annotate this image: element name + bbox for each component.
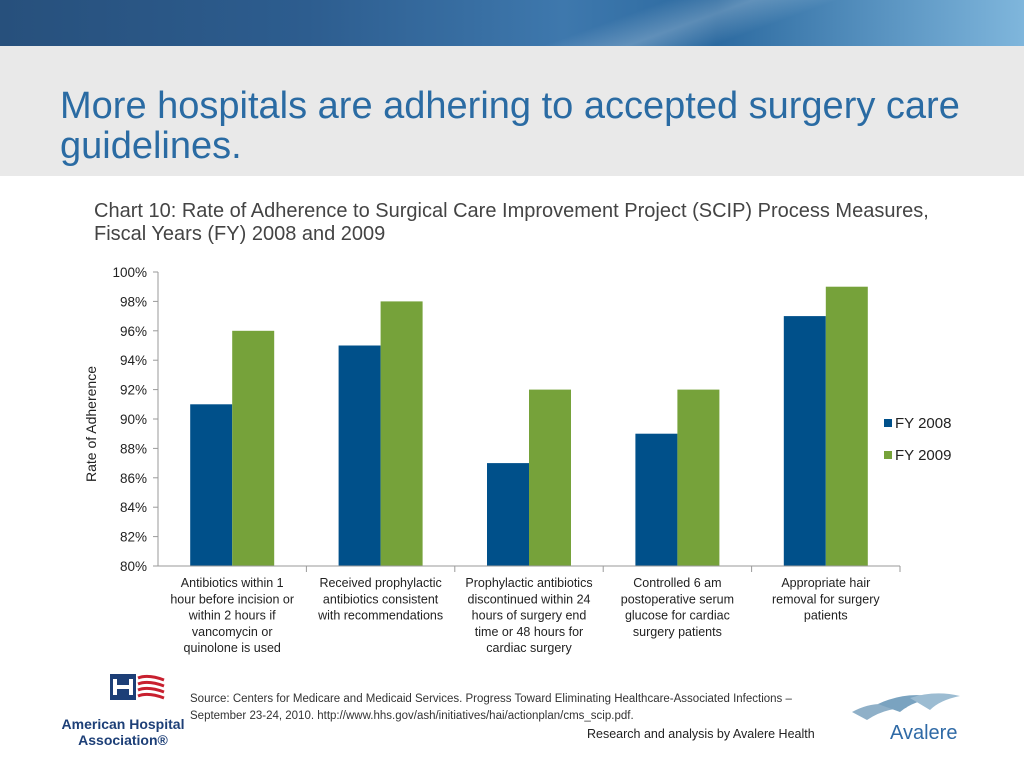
y-tick-label: 84%: [120, 500, 147, 515]
legend-label-fy2008: FY 2008: [895, 415, 952, 432]
legend-item-fy2009: FY 2009: [884, 447, 951, 464]
header-streak: [540, 0, 840, 46]
y-tick-label: 92%: [120, 383, 147, 398]
bar-fy2008-5: [783, 316, 826, 566]
legend-label-fy2009: FY 2009: [895, 447, 952, 464]
y-tick-label: 100%: [112, 265, 147, 280]
bar-fy2008-4: [635, 433, 678, 566]
bar-fy2009-1: [232, 330, 275, 566]
bars: [190, 286, 868, 566]
bar-fy2009-4: [677, 389, 720, 566]
legend-swatch-fy2008: [884, 419, 892, 427]
x-tick-label: Received prophylactic antibiotics consist…: [317, 576, 443, 623]
avalere-logo-text: Avalere: [890, 722, 958, 744]
bar-fy2009-5: [825, 286, 868, 566]
bar-fy2008-3: [487, 463, 529, 566]
y-tick-label: 80%: [120, 559, 147, 574]
y-tick-label: 88%: [120, 441, 147, 456]
header-band: [0, 0, 1024, 46]
bar-fy2008-2: [338, 345, 381, 566]
aha-logo-stripes: [137, 674, 165, 700]
source-note: Source: Centers for Medicare and Medicai…: [190, 693, 792, 722]
x-tick-label: Controlled 6 am postoperative serum glucos…: [621, 576, 734, 639]
chart-title: Chart 10: Rate of Adherence to Surgical …: [94, 200, 929, 245]
aha-logo-h: [113, 679, 133, 695]
y-tick-label: 98%: [120, 294, 147, 309]
y-tick-label: 90%: [120, 412, 147, 427]
y-axis: 80% 82% 84% 86% 88% 90% 92% 94% 96% 98% 100%: [112, 265, 159, 574]
x-tick-label: Prophylactic antibiotics discontinued wit…: [465, 576, 592, 655]
avalere-wave-3: [910, 693, 960, 710]
bar-fy2009-2: [380, 301, 423, 566]
bar-chart: 80% 82% 84% 86% 88% 90% 92% 94% 96% 98% 100% Antib…: [83, 265, 901, 655]
y-tick-label: 96%: [120, 324, 147, 339]
avalere-logo: [852, 693, 960, 720]
y-axis-label: Rate of Adherence: [83, 366, 99, 482]
bar-fy2008-1: [190, 404, 233, 566]
slide-title: More hospitals are adhering to accepted …: [60, 85, 960, 167]
x-axis: Antibiotics within 1 hour before incision…: [158, 565, 901, 655]
x-tick-label: Antibiotics within 1 hour before incision…: [170, 576, 294, 655]
legend-swatch-fy2009: [884, 451, 892, 459]
credit-note: Research and analysis by Avalere Health: [587, 727, 815, 741]
x-tick-label: Appropriate hair removal for surgery patie…: [772, 576, 880, 623]
legend-item-fy2008: FY 2008: [884, 415, 951, 432]
aha-logo: [110, 674, 165, 700]
aha-logo-text: American Hospital Association®: [61, 716, 185, 748]
y-tick-label: 94%: [120, 353, 147, 368]
title-band: [0, 46, 1024, 176]
y-tick-label: 86%: [120, 471, 147, 486]
bar-fy2009-3: [529, 389, 571, 566]
y-tick-label: 82%: [120, 530, 147, 545]
